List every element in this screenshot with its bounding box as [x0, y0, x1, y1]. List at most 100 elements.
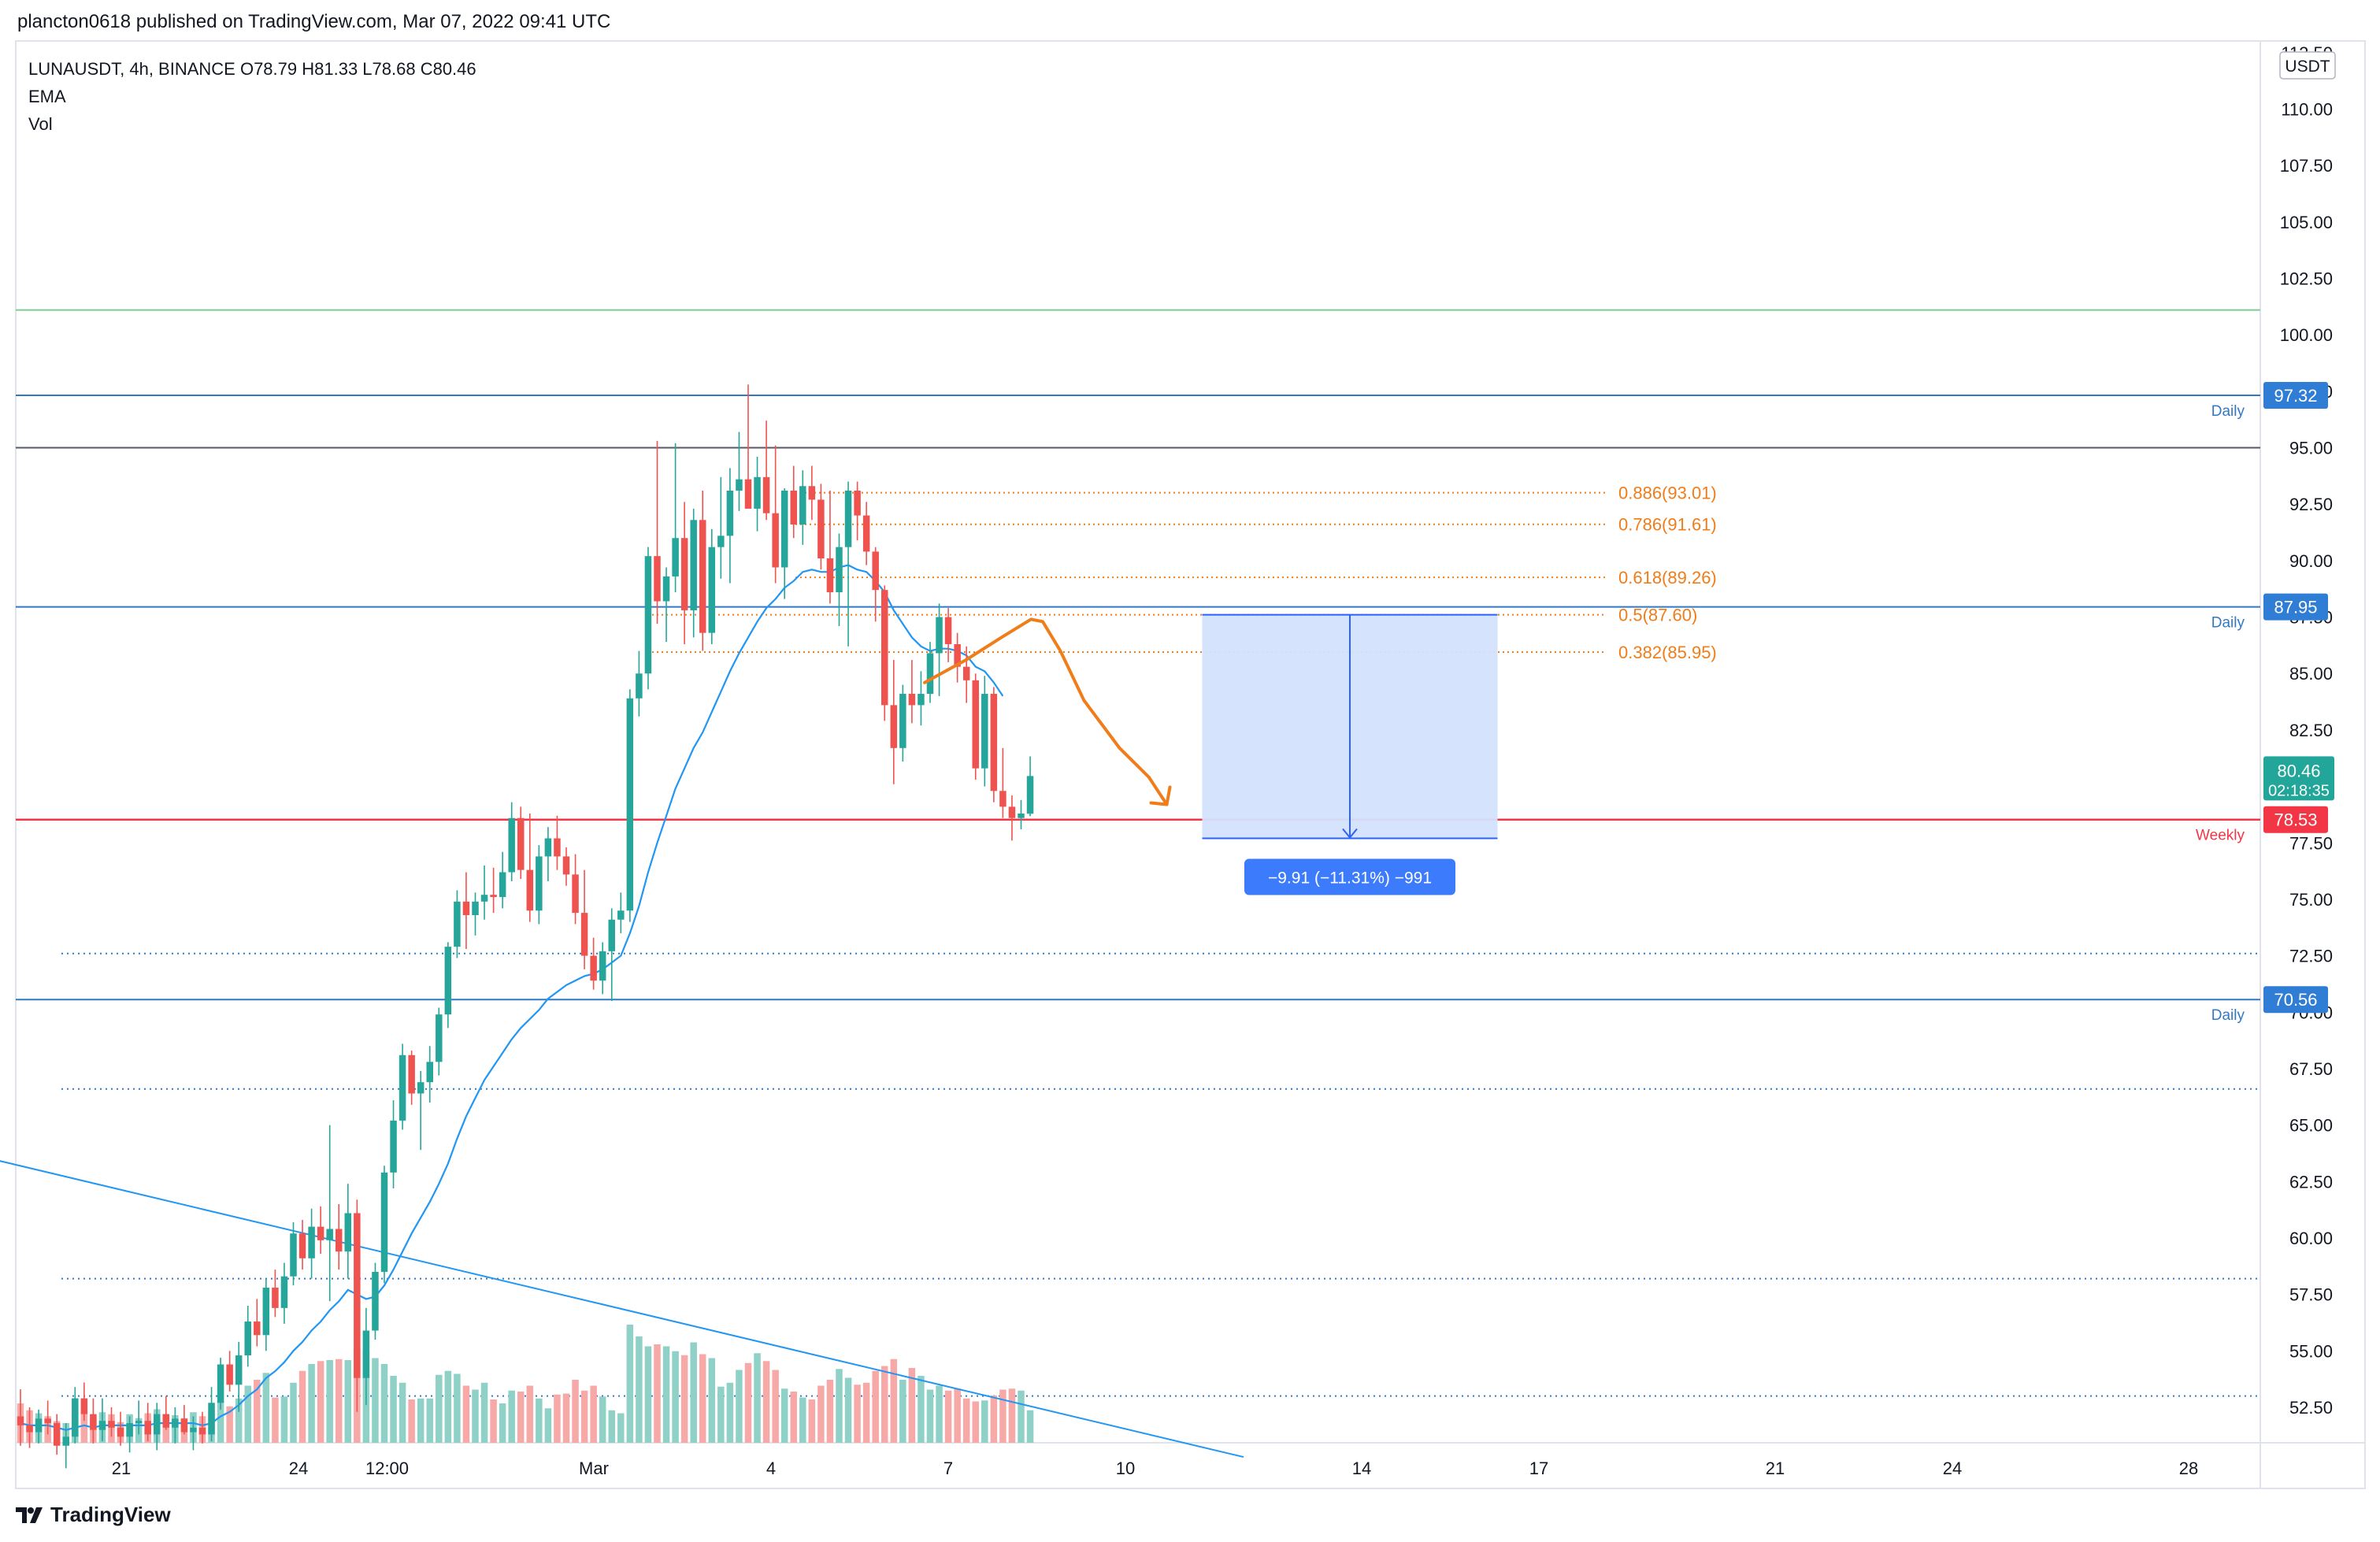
time-tick-label: 28 — [2179, 1459, 2198, 1478]
candle — [690, 508, 697, 638]
candle — [626, 689, 634, 922]
candle-body — [972, 680, 979, 769]
candle-body — [662, 576, 670, 602]
volume-bar — [426, 1398, 433, 1443]
fib-level-label: 0.618(89.26) — [1618, 568, 1717, 588]
price-tick-label: 95.00 — [2289, 439, 2333, 458]
candle-body — [72, 1398, 79, 1437]
candle-body — [872, 551, 879, 591]
candle — [444, 942, 452, 1029]
volume-bar — [817, 1385, 825, 1443]
candle — [144, 1403, 151, 1442]
candle-body — [172, 1418, 179, 1428]
candle-body — [744, 479, 752, 509]
price-range-measure[interactable]: −9.91 (−11.31%) −991 — [1202, 613, 1498, 895]
volume-bar — [736, 1370, 743, 1443]
candle-body — [918, 694, 925, 706]
volume-indicator-label[interactable]: Vol — [28, 114, 53, 134]
volume-bar — [217, 1401, 224, 1443]
descending-trendline[interactable] — [0, 1147, 1244, 1459]
candle — [35, 1409, 43, 1444]
price-tick-label: 75.00 — [2289, 890, 2333, 910]
volume-bar — [472, 1389, 479, 1443]
tradingview-logo[interactable]: TradingView — [16, 1503, 171, 1527]
candle-body — [335, 1229, 343, 1252]
candle-body — [962, 666, 970, 680]
candle — [554, 815, 561, 870]
ema-indicator-label[interactable]: EMA — [28, 87, 66, 106]
candle — [135, 1400, 143, 1435]
candle — [844, 481, 852, 647]
candle-body — [562, 856, 570, 875]
volume-bar — [636, 1336, 643, 1443]
volume-bar — [954, 1388, 961, 1443]
volume-bar — [244, 1385, 251, 1443]
candle — [536, 845, 543, 925]
trendline[interactable] — [0, 1147, 1244, 1459]
candle — [908, 660, 916, 724]
candle-body — [717, 536, 725, 547]
candle — [972, 673, 979, 780]
volume-bar — [226, 1406, 233, 1443]
candle — [335, 1203, 343, 1270]
candle — [1018, 799, 1025, 830]
candle — [608, 908, 615, 1001]
candle-body — [508, 817, 515, 873]
candle-body — [990, 694, 998, 791]
candle-body — [198, 1427, 206, 1435]
candle — [990, 687, 998, 803]
candle-body — [780, 490, 788, 568]
time-tick-label: 24 — [289, 1459, 308, 1478]
candle — [80, 1382, 88, 1422]
candle-body — [53, 1423, 61, 1446]
projection-path[interactable] — [923, 617, 1169, 806]
candle-body — [881, 590, 888, 706]
symbol-ohlc-line[interactable]: LUNAUSDT, 4h, BINANCE O78.79 H81.33 L78.… — [28, 59, 476, 79]
volume-bar — [799, 1397, 806, 1443]
volume-bar — [344, 1360, 352, 1443]
candle-body — [372, 1271, 379, 1331]
volume-bar — [454, 1373, 461, 1443]
volume-bar — [599, 1396, 606, 1443]
candle-body — [690, 520, 697, 610]
candle — [926, 642, 934, 703]
volume-bar — [390, 1376, 397, 1443]
price-tick-label: 110.00 — [2281, 99, 2333, 119]
volume-bar — [280, 1396, 288, 1443]
candle — [272, 1270, 279, 1318]
candle-body — [754, 476, 761, 509]
candle-body — [1018, 813, 1025, 818]
candle — [154, 1403, 161, 1451]
currency-badge[interactable] — [2279, 51, 2336, 80]
candle — [354, 1199, 361, 1412]
time-axis[interactable]: 21 24 12:00 Mar 4 7 10 14 17 21 24 28 — [112, 1459, 2198, 1478]
candle — [580, 869, 588, 969]
candle-body — [817, 499, 825, 559]
volume-bar — [717, 1386, 725, 1443]
candle — [736, 432, 743, 511]
candle — [962, 646, 970, 703]
price-tick-label: 92.50 — [2289, 495, 2333, 514]
volume-bar — [918, 1376, 925, 1443]
candle-body — [536, 856, 543, 911]
volume-bar — [690, 1342, 697, 1443]
candle — [890, 660, 898, 784]
published-by-line: plancton0618 published on TradingView.co… — [17, 11, 611, 32]
price-tick-label: 65.00 — [2289, 1116, 2333, 1136]
projection-arrow[interactable] — [923, 617, 1172, 806]
volume-bar — [662, 1346, 670, 1443]
volume-bar — [608, 1410, 615, 1443]
candle — [654, 440, 661, 625]
candle-body — [390, 1120, 397, 1173]
volume-bar — [972, 1401, 979, 1443]
volume-bar — [872, 1370, 879, 1443]
candle — [399, 1043, 406, 1130]
candle — [162, 1396, 170, 1430]
candle-body — [380, 1172, 388, 1272]
candle — [899, 684, 906, 762]
projection-arrowhead[interactable] — [1149, 785, 1172, 806]
candle-body — [862, 515, 870, 552]
candle — [572, 854, 579, 925]
level-label-daily: Daily — [2211, 403, 2245, 420]
